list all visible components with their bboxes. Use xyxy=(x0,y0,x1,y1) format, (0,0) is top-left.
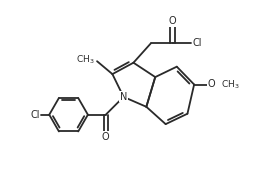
Text: Cl: Cl xyxy=(192,38,202,48)
Text: Cl: Cl xyxy=(30,110,40,120)
Text: O: O xyxy=(102,132,109,142)
Text: O: O xyxy=(207,79,215,90)
Text: CH$_3$: CH$_3$ xyxy=(76,54,95,66)
Text: N: N xyxy=(120,92,127,102)
Text: CH$_3$: CH$_3$ xyxy=(221,78,240,91)
Text: O: O xyxy=(169,16,176,26)
